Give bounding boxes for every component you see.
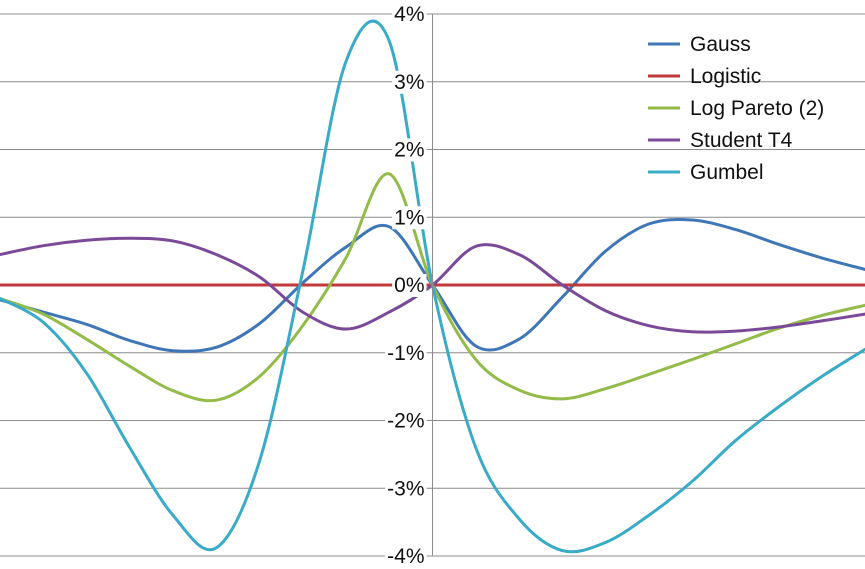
y-tick-label: 1% — [394, 206, 424, 229]
tick-label-bg — [392, 206, 427, 230]
series-line-log-pareto-2 — [0, 172, 865, 403]
y-tick-label: -4% — [387, 545, 424, 568]
legend-label: Gauss — [690, 33, 751, 56]
tick-label-bg — [385, 409, 427, 433]
legend-label: Gumbel — [690, 161, 764, 184]
tick-label-bg — [392, 274, 427, 297]
y-tick-label: -2% — [387, 410, 424, 433]
y-tick-label: 3% — [394, 71, 424, 94]
y-tick-labels: 4% 3% 2% 1% 0% -1% -2% -3% -4% — [385, 3, 427, 568]
tick-label-bg — [385, 341, 427, 365]
y-tick-label: 2% — [394, 139, 424, 162]
tick-label-bg — [385, 545, 427, 568]
y-tick-label: 4% — [394, 3, 424, 26]
legend-label: Log Pareto (2) — [690, 97, 824, 120]
tick-label-bg — [392, 138, 427, 162]
tick-label-bg — [392, 70, 427, 94]
legend-label: Logistic — [690, 65, 761, 88]
legend-label: Student T4 — [690, 129, 793, 152]
legend: Gauss Logistic Log Pareto (2) Student T4 Gum… — [648, 33, 824, 184]
y-tick-label: -3% — [387, 477, 424, 500]
tick-label-bg — [385, 477, 427, 501]
y-tick-label: -1% — [387, 342, 424, 365]
y-tick-label: 0% — [394, 274, 424, 297]
tick-label-bg — [392, 3, 427, 26]
